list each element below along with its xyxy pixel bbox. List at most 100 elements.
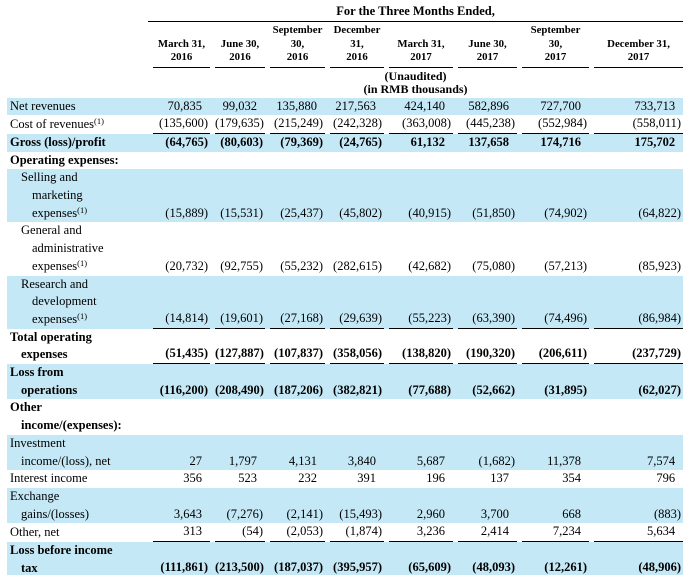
value-text: (187,037) xyxy=(270,559,325,575)
row-label: Loss before income tax xyxy=(7,542,148,575)
value-text: (64,765) xyxy=(165,134,208,149)
header-corner-cell xyxy=(7,68,148,98)
table-row: Operating expenses: xyxy=(7,152,683,170)
row-label-text: Loss from operations xyxy=(10,365,78,397)
value-text: (135,600) xyxy=(153,115,210,134)
value-text: (74,496) xyxy=(522,310,589,329)
value-cell: 424,140 xyxy=(384,97,453,116)
value-cell: (107,837) xyxy=(265,329,325,365)
value-cell: (64,822) xyxy=(589,169,684,223)
value-text: 137 xyxy=(490,471,509,486)
value-text: (65,609) xyxy=(389,559,453,575)
value-cell: (55,232) xyxy=(265,222,325,275)
value-cell xyxy=(148,399,210,434)
value-cell: (65,609) xyxy=(384,542,453,575)
value-text: 733,713 xyxy=(634,98,676,113)
column-header: September 30, 2017 xyxy=(517,22,589,68)
value-text: (62,027) xyxy=(638,382,682,397)
column-header-label: March 31, 2017 xyxy=(389,36,453,68)
column-header-label: September 30, 2017 xyxy=(522,22,589,68)
value-text: (215,249) xyxy=(270,115,325,134)
table-body: Net revenues 70,835 99,032 135,880 217,563 42… xyxy=(7,97,684,575)
value-cell: 27 xyxy=(148,434,210,471)
value-cell: (74,902) xyxy=(517,169,589,223)
column-header: June 30, 2016 xyxy=(210,22,265,68)
value-text: 99,032 xyxy=(222,98,257,113)
value-text: 2,414 xyxy=(458,523,517,543)
value-text: (79,369) xyxy=(280,134,323,149)
row-label-text: Investment income/(loss), net xyxy=(10,435,111,468)
value-cell: 61,132 xyxy=(384,133,453,152)
row-label-text: Exchange gains/(losses) xyxy=(10,488,90,521)
header-subtitle-row: (Unaudited) (in RMB thousands) xyxy=(7,68,683,98)
row-label-text: General and administrative expenses xyxy=(21,223,104,273)
column-header: September 30, 2016 xyxy=(265,22,325,68)
value-text: 1,797 xyxy=(228,453,257,468)
column-header-label: December 31, 2016 xyxy=(330,22,384,68)
value-cell: 2,414 xyxy=(453,523,517,543)
value-cell: 356 xyxy=(148,470,210,488)
value-text: (31,895) xyxy=(544,382,587,397)
value-text: (15,493) xyxy=(339,506,382,521)
header-corner-cell xyxy=(7,22,148,68)
row-label: General and administrative expenses(1) xyxy=(7,222,148,275)
value-cell: (883) xyxy=(589,487,684,524)
value-cell: 137,658 xyxy=(453,133,517,152)
row-label-text: Loss before income tax xyxy=(10,543,113,575)
value-text: (395,957) xyxy=(330,559,384,575)
financial-table: For the Three Months Ended, March 31, 20… xyxy=(7,4,684,575)
value-text: (51,850) xyxy=(472,205,515,220)
value-cell xyxy=(325,152,384,170)
value-text: (213,500) xyxy=(215,559,265,575)
value-cell: (77,688) xyxy=(384,364,453,400)
table-row: Investment income/(loss), net 27 1,797 4,13… xyxy=(7,434,684,471)
value-cell: (206,611) xyxy=(517,329,589,365)
row-label-text: Other income/(expenses): xyxy=(10,400,122,433)
value-text: (1,682) xyxy=(478,453,515,468)
value-text: (282,615) xyxy=(333,258,382,273)
row-label-text: Other, net xyxy=(10,525,60,540)
column-header: December 31, 2016 xyxy=(325,22,384,68)
value-text: (208,490) xyxy=(215,382,264,397)
value-text: 27 xyxy=(189,453,203,468)
row-label: Net revenues xyxy=(7,97,148,116)
value-cell: (179,635) xyxy=(210,115,265,134)
value-cell: 7,574 xyxy=(589,434,684,471)
value-cell: 99,032 xyxy=(210,97,265,116)
value-cell: (25,437) xyxy=(265,169,325,223)
value-text: 668 xyxy=(562,506,581,521)
value-cell: 2,960 xyxy=(384,487,453,524)
footnote-ref: (1) xyxy=(77,310,88,321)
value-cell: (187,037) xyxy=(265,542,325,575)
row-label: Cost of revenues(1) xyxy=(7,115,148,134)
value-text: (20,732) xyxy=(165,258,208,273)
table-title: For the Three Months Ended, xyxy=(148,4,684,22)
row-label: Total operating expenses xyxy=(7,329,148,364)
value-text: (2,141) xyxy=(286,506,323,521)
row-label: Gross (loss)/profit xyxy=(7,133,148,152)
value-cell: 70,835 xyxy=(148,97,210,116)
value-text: 523 xyxy=(238,471,257,486)
row-label-text: Net revenues xyxy=(10,98,76,113)
value-text: (55,232) xyxy=(280,258,323,273)
value-cell: (86,984) xyxy=(589,275,684,329)
value-text: (445,238) xyxy=(458,115,517,134)
column-header-label: September 30, 2016 xyxy=(270,22,325,68)
column-header-label: June 30, 2017 xyxy=(458,36,517,68)
row-label-text: Operating expenses: xyxy=(10,152,119,167)
value-cell: (27,168) xyxy=(265,275,325,329)
value-text: (552,984) xyxy=(522,115,589,134)
table-row: Net revenues 70,835 99,032 135,880 217,563 42… xyxy=(7,97,684,116)
row-label-text: Total operating expenses xyxy=(10,329,92,362)
value-cell: (187,206) xyxy=(265,364,325,400)
row-label: Interest income xyxy=(7,470,148,488)
value-text: 727,700 xyxy=(540,98,581,113)
table-row: Selling and marketing expenses(1) (15,889… xyxy=(7,169,684,223)
value-cell: 668 xyxy=(517,487,589,524)
value-text: 796 xyxy=(656,471,676,486)
header-dates-row: March 31, 2016 June 30, 2016 September 30,… xyxy=(7,22,684,68)
column-header-label: December 31, 2017 xyxy=(594,36,684,68)
row-label-text: Research and development expenses xyxy=(21,276,97,326)
row-label: Other, net xyxy=(7,523,148,542)
value-cell: 5,687 xyxy=(384,434,453,471)
